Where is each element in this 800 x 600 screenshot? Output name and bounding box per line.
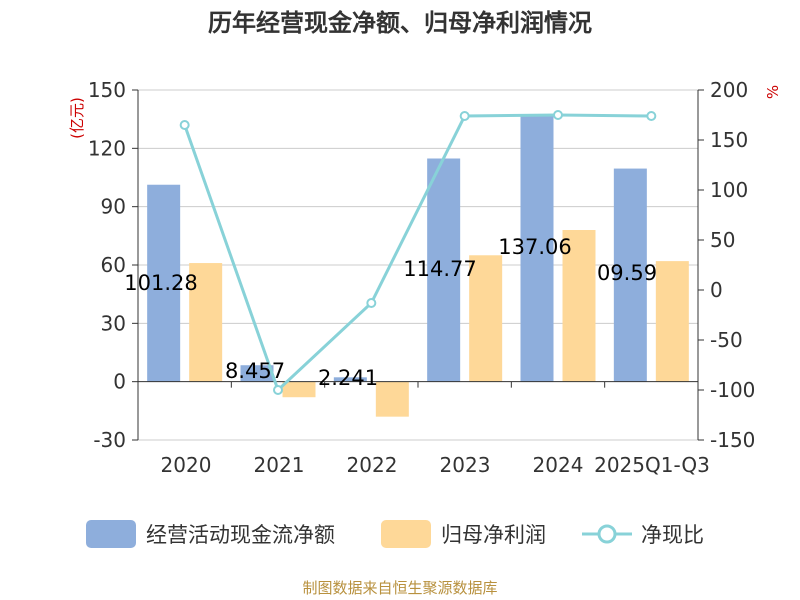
y-right-tick-label: 200 (710, 78, 748, 102)
legend-label-cashflow[interactable]: 经营活动现金流净额 (146, 523, 335, 547)
bar-profit (375, 381, 409, 417)
bar-profit (469, 255, 503, 382)
y-right-tick-label: 0 (710, 278, 723, 302)
ratio-point (459, 111, 470, 121)
ratio-line (179, 110, 657, 395)
bar-cashflow (427, 158, 461, 382)
bar-cashflow (520, 115, 554, 382)
bar-cashflow-label: 2.241 (318, 366, 378, 390)
y-left-tick-label: 0 (113, 370, 126, 394)
x-tick-label: 2022 (347, 453, 398, 477)
y-right-tick-label: -50 (710, 328, 743, 352)
legend-swatch-cashflow[interactable] (86, 520, 136, 548)
bar-cashflow-label: 101.28 (124, 271, 197, 295)
y-left-tick-label: -30 (93, 428, 126, 452)
y-left-label: (亿元) (68, 97, 86, 139)
axes: 1501209060300-30200150100500-50-100-1502… (88, 78, 756, 477)
bar-profit (189, 263, 223, 382)
bar-cashflow (147, 184, 181, 382)
y-left-tick-label: 150 (88, 78, 126, 102)
y-right-tick-label: 50 (710, 228, 735, 252)
x-tick-label: 2023 (440, 453, 491, 477)
ratio-line-path (183, 113, 652, 393)
legend-swatch-profit[interactable] (381, 520, 431, 548)
x-tick-label: 2025Q1-Q3 (594, 453, 710, 477)
bar-profit (282, 381, 316, 398)
x-tick-label: 2021 (254, 453, 305, 477)
y-left-tick-label: 30 (101, 311, 126, 335)
y-left-tick-label: 120 (88, 136, 126, 160)
source-note: 制图数据来自恒生聚源数据库 (302, 579, 497, 597)
x-tick-label: 2020 (161, 453, 212, 477)
bar-cashflow (240, 365, 274, 382)
legend-label-profit[interactable]: 归母净利润 (441, 523, 546, 547)
legend: 经营活动现金流净额 归母净利润 净现比 (86, 520, 704, 548)
bar-cashflow (613, 168, 647, 382)
legend-label-ratio[interactable]: 净现比 (641, 523, 704, 547)
bar-cashflow-label: 137.06 (498, 235, 571, 259)
legend-swatch-ratio-marker[interactable] (597, 524, 617, 544)
x-tick-label: 2024 (533, 453, 584, 477)
bar-cashflow (333, 377, 367, 382)
y-right-label: % (764, 85, 782, 99)
bar-cashflow-label: 09.59 (597, 261, 657, 285)
bar-cashflow-label: 8.457 (225, 359, 285, 383)
ratio-point (273, 385, 283, 395)
bars (147, 115, 689, 417)
bar-profit (562, 230, 596, 382)
bar-cashflow-label: 114.77 (403, 257, 476, 281)
chart-title: 历年经营现金净额、归母净利润情况 (208, 9, 592, 37)
ratio-point (646, 111, 657, 121)
data-labels: 101.28 8.457 2.241 114.77 137.06 09.59 (124, 235, 657, 390)
y-right-tick-label: -100 (710, 378, 755, 402)
y-left-tick-label: 90 (101, 195, 126, 219)
y-right-tick-label: -150 (710, 428, 755, 452)
bar-profit (655, 261, 689, 382)
ratio-point (366, 298, 377, 308)
ratio-point (553, 110, 563, 120)
ratio-point (179, 120, 190, 130)
y-right-tick-label: 100 (710, 178, 748, 202)
y-left-tick-label: 60 (101, 253, 126, 277)
y-right-tick-label: 150 (710, 128, 748, 152)
